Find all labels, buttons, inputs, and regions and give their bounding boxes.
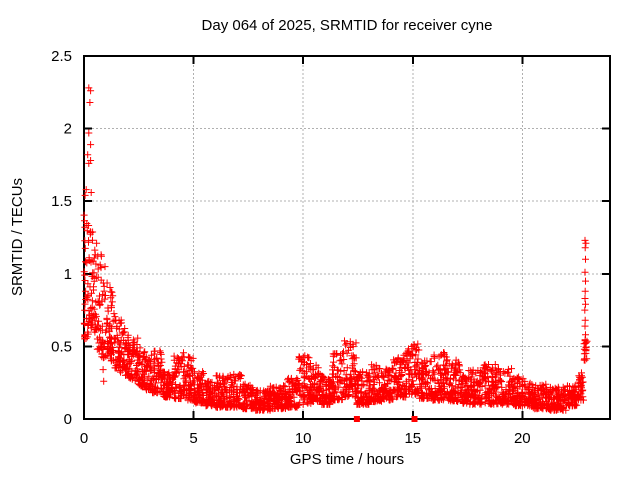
tick-marks [83,55,610,420]
y-tick-label: 0.5 [51,338,72,355]
y-tick-label: 2 [64,121,72,138]
y-tick-label: 0 [64,411,72,428]
zero-flag-marker [353,416,360,422]
x-tick-label: 15 [404,430,421,447]
x-tick-label: 0 [80,430,88,447]
chart-title: Day 064 of 2025, SRMTID for receiver cyn… [201,17,493,34]
gridlines [84,56,610,419]
plot-frame [83,55,611,420]
y-axis-label: SRMTID / TECUs [9,177,26,297]
x-axis-label: GPS time / hours [289,451,405,468]
x-tick-label: 10 [295,430,312,447]
x-tick-label: 5 [189,430,197,447]
x-tick-label: 20 [514,430,531,447]
y-tick-label: 1.5 [51,193,72,210]
y-tick-label: 2.5 [51,48,72,65]
y-tick-label: 1 [64,266,72,283]
scatter-points [80,84,591,414]
zero-flag-marker [411,416,418,422]
